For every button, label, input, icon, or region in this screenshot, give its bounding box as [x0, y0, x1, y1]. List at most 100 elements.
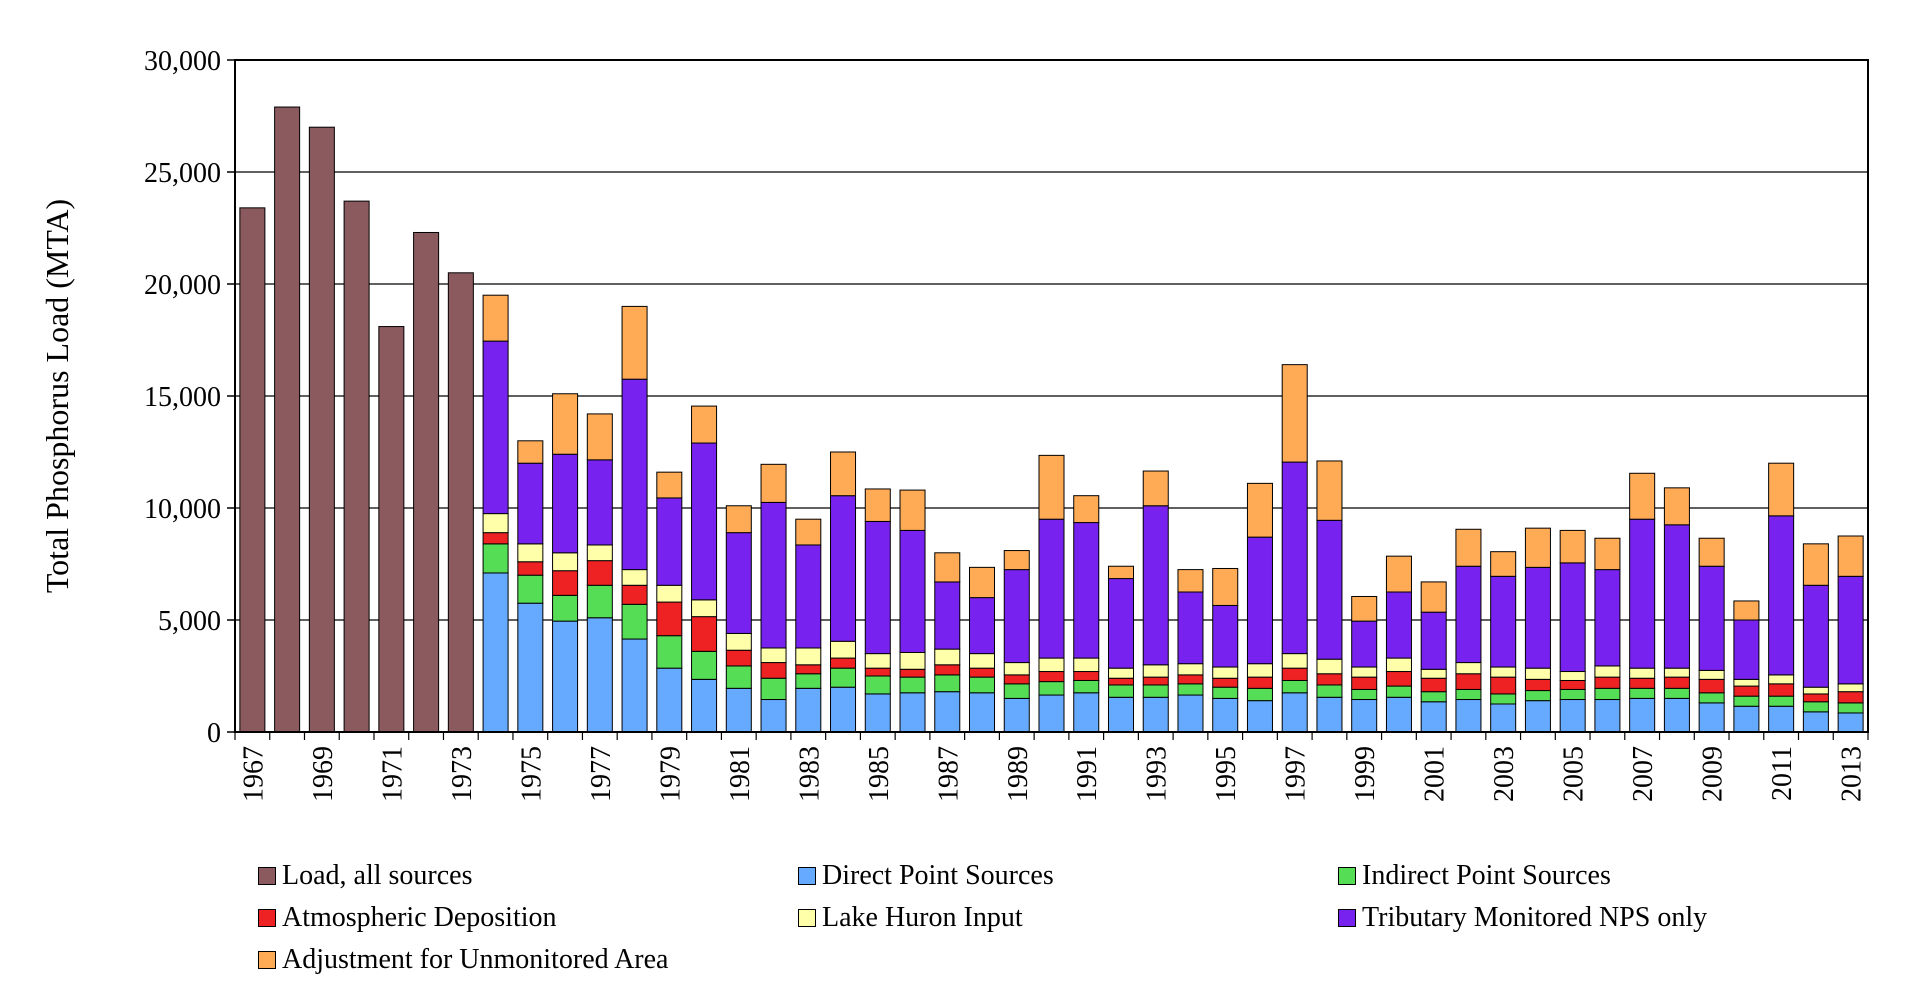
bar-segment — [795, 687, 822, 733]
bar-segment — [621, 603, 648, 640]
bar-segment — [1107, 696, 1134, 733]
bar-segment — [1524, 527, 1551, 568]
bar-segment — [1663, 487, 1690, 526]
bar-segment — [1490, 676, 1517, 695]
bar-segment — [1802, 693, 1829, 703]
bar-segment — [1073, 671, 1100, 681]
bar-segment — [795, 647, 822, 666]
bar-segment — [934, 648, 961, 666]
bar-segment — [1038, 671, 1065, 683]
bar-segment — [1038, 681, 1065, 696]
bar-segment — [691, 405, 718, 444]
bar-segment — [1212, 677, 1239, 688]
bar-segment — [1038, 454, 1065, 520]
bar-segment — [1038, 518, 1065, 659]
bar-segment — [482, 340, 509, 515]
bar-segment — [1698, 565, 1725, 671]
bar-segment — [1281, 692, 1308, 733]
bar-segment — [621, 584, 648, 605]
bar-segment — [1768, 683, 1795, 697]
x-tick-label: 2005 — [1559, 746, 1590, 802]
bar-segment — [343, 200, 370, 733]
bar-segment — [378, 326, 405, 733]
bar-segment — [586, 560, 613, 586]
bar-segment — [1281, 461, 1308, 655]
bar-segment — [725, 665, 752, 689]
bar-segment — [1490, 693, 1517, 705]
bar-segment — [621, 305, 648, 380]
bar-segment — [1246, 700, 1273, 733]
bar-segment — [830, 667, 857, 688]
bar-segment — [1073, 679, 1100, 694]
bar-segment — [1524, 678, 1551, 692]
x-tick-label: 2001 — [1420, 746, 1451, 802]
bar-segment — [482, 572, 509, 733]
bar-segment — [691, 650, 718, 680]
bar-segment — [1802, 701, 1829, 713]
bar-segment — [1142, 505, 1169, 666]
x-tick-label: 2013 — [1837, 746, 1868, 802]
legend-swatch — [1338, 867, 1356, 885]
bars — [239, 106, 1864, 733]
bar-segment — [1455, 688, 1482, 701]
bar-segment — [969, 667, 996, 678]
bar-segment — [899, 651, 926, 670]
bar-segment — [830, 640, 857, 659]
y-axis: 0 5,000 10,000 15,000 20,000 25,000 30,000 — [144, 46, 235, 749]
bar-segment — [1455, 662, 1482, 675]
legend-label: Load, all sources — [282, 860, 473, 891]
bar-segment — [934, 664, 961, 676]
bar-segment — [830, 495, 857, 642]
bar-segment — [1559, 688, 1586, 701]
bar-segment — [1629, 677, 1656, 689]
bar-segment — [1177, 694, 1204, 733]
bar-segment — [864, 488, 891, 522]
bar-segment — [1698, 537, 1725, 567]
bar-segment — [1385, 671, 1412, 687]
bar-segment — [760, 501, 787, 649]
bar-segment — [1490, 703, 1517, 733]
bar-segment — [864, 520, 891, 655]
x-tick-label: 1981 — [725, 746, 756, 802]
bar-segment — [969, 692, 996, 733]
bar-segment — [1351, 699, 1378, 733]
bar-segment — [274, 106, 301, 733]
bar-segment — [725, 687, 752, 733]
bar-segment — [1385, 657, 1412, 673]
x-tick-label: 1993 — [1142, 746, 1173, 802]
bar-segment — [760, 677, 787, 701]
bar-segment — [656, 667, 683, 733]
bar-segment — [934, 674, 961, 693]
bar-segment — [1385, 696, 1412, 733]
bar-segment — [1837, 575, 1864, 685]
y-tick-label: 20,000 — [144, 270, 221, 301]
bar-segment — [969, 653, 996, 669]
bar-segment — [1594, 537, 1621, 571]
bar-segment — [1768, 705, 1795, 733]
bar-segment — [1663, 667, 1690, 678]
bar-segment — [760, 463, 787, 503]
bar-segment — [1594, 676, 1621, 689]
bar-segment — [1316, 460, 1343, 521]
bar-segment — [725, 632, 752, 651]
legend-item: Tributary Monitored NPS only — [1338, 902, 1818, 934]
bar-segment — [1281, 667, 1308, 681]
legend-swatch — [1338, 909, 1356, 927]
bar-segment — [1385, 591, 1412, 659]
legend-label: Tributary Monitored NPS only — [1362, 902, 1708, 933]
bar-segment — [899, 529, 926, 653]
bar-segment — [1594, 687, 1621, 701]
y-tick-label: 5,000 — [158, 606, 221, 637]
legend-swatch — [258, 951, 276, 969]
bar-segment — [621, 569, 648, 586]
x-tick-label: 1967 — [238, 746, 269, 802]
bar-segment — [864, 675, 891, 695]
bar-segment — [1073, 522, 1100, 659]
x-tick-label: 1987 — [933, 746, 964, 802]
bar-segment — [1629, 472, 1656, 520]
bar-segment — [447, 272, 474, 733]
y-tick-label: 15,000 — [144, 382, 221, 413]
x-tick-label: 1969 — [308, 746, 339, 802]
bar-segment — [1559, 562, 1586, 673]
bar-segment — [1003, 550, 1030, 571]
